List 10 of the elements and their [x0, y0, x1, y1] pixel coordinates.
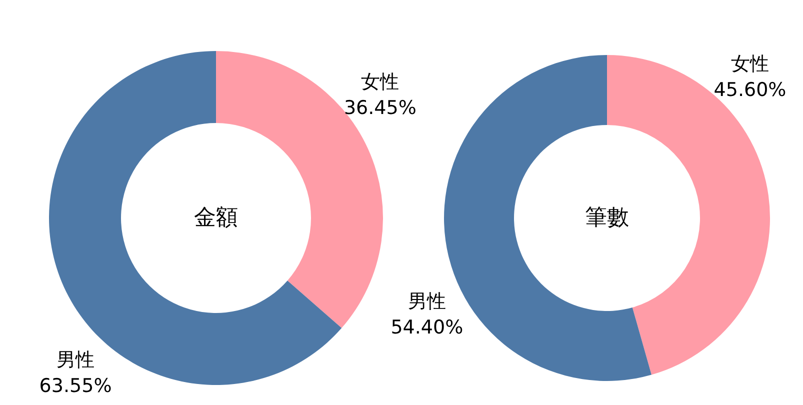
slice-label: 男性	[56, 349, 95, 372]
slice-label: 女性	[361, 70, 400, 93]
text: 筆數	[585, 206, 629, 230]
data-label: 45.60%	[714, 78, 786, 101]
data-label: 36.45%	[344, 96, 416, 119]
data-label: 54.40%	[390, 316, 464, 339]
slice-label: 男性	[408, 290, 446, 313]
text: 金額	[194, 206, 238, 230]
slice-label: 女性	[731, 52, 769, 75]
data-label: 63.55%	[39, 375, 112, 398]
